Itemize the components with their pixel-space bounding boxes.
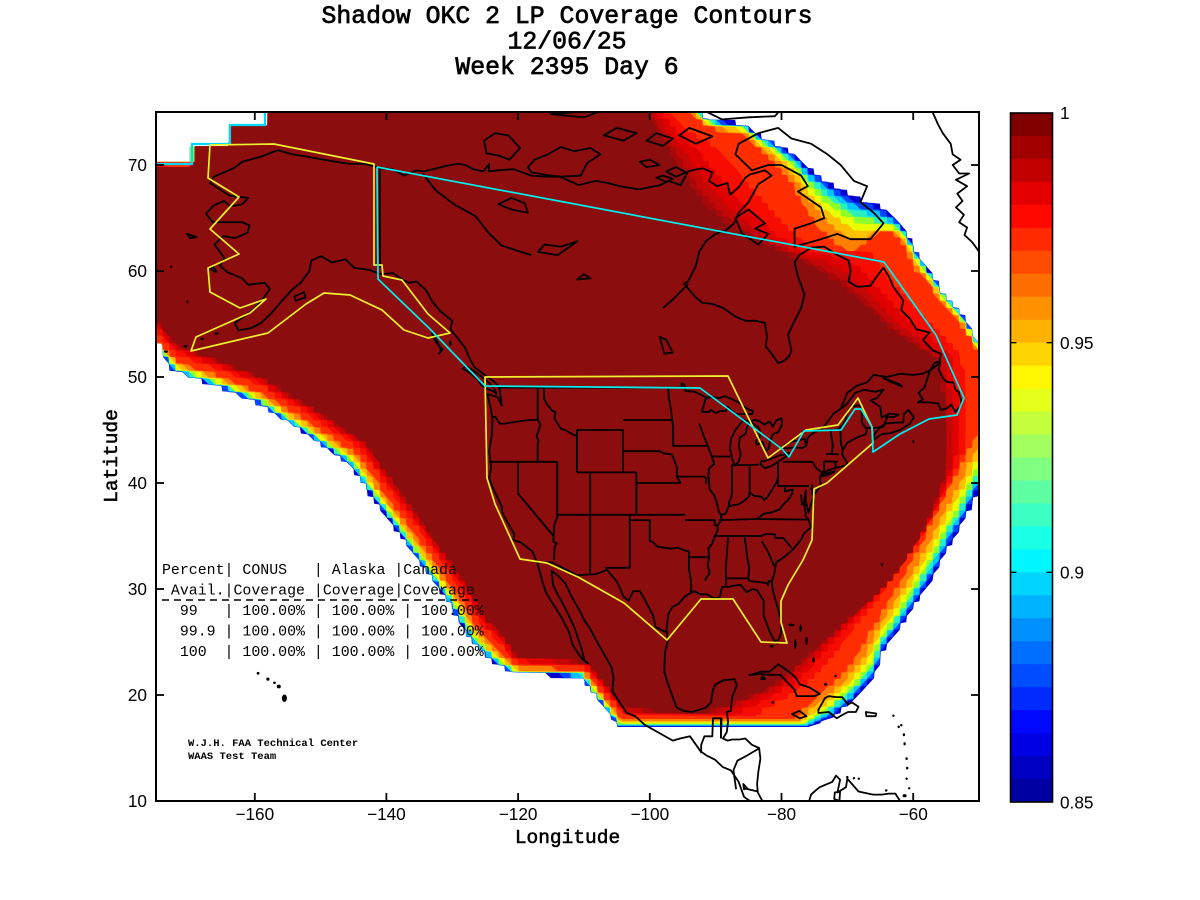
svg-text:Percent| CONUS | Alaska |Can: Percent| CONUS | Alaska |Canada [162,563,457,579]
svg-text:99.9 | 100.00% | 100.00% | 100: 99.9 | 100.00% | 100.00% | 100.00% [162,625,484,641]
svg-text:1: 1 [1060,103,1070,123]
svg-text:−100: −100 [630,804,669,824]
svg-text:0.9: 0.9 [1060,563,1084,583]
svg-text:Avail.|Coverage |Coverage|Cove: Avail.|Coverage |Coverage|Coverage [162,584,475,600]
svg-text:Latitude: Latitude [101,409,123,503]
svg-text:−80: −80 [767,804,796,824]
svg-text:0.85: 0.85 [1060,793,1093,813]
svg-text:20: 20 [128,685,147,705]
svg-text:−160: −160 [235,804,274,824]
svg-text:WAAS Test Team: WAAS Test Team [188,751,276,763]
svg-text:60: 60 [128,261,147,281]
svg-text:0.95: 0.95 [1060,333,1093,353]
svg-text:70: 70 [128,155,147,175]
svg-text:10: 10 [128,791,147,811]
svg-text:−140: −140 [367,804,406,824]
svg-text:12/06/25: 12/06/25 [507,29,626,57]
svg-text:99 | 100.00% | 100.00% | 100: 99 | 100.00% | 100.00% | 100.00% [162,604,484,620]
svg-text:30: 30 [128,579,147,599]
svg-text:40: 40 [128,473,147,493]
svg-text:Longitude: Longitude [515,827,620,849]
svg-text:W.J.H. FAA Technical Center: W.J.H. FAA Technical Center [188,738,358,750]
svg-text:Shadow OKC 2 LP Coverage Conto: Shadow OKC 2 LP Coverage Contours [321,3,812,31]
svg-text:Week 2395 Day 6: Week 2395 Day 6 [455,54,678,82]
svg-text:−120: −120 [499,804,538,824]
svg-text:100 | 100.00% | 100.00% | 100: 100 | 100.00% | 100.00% | 100.00% [162,645,484,661]
svg-text:50: 50 [128,367,147,387]
svg-text:−60: −60 [899,804,928,824]
